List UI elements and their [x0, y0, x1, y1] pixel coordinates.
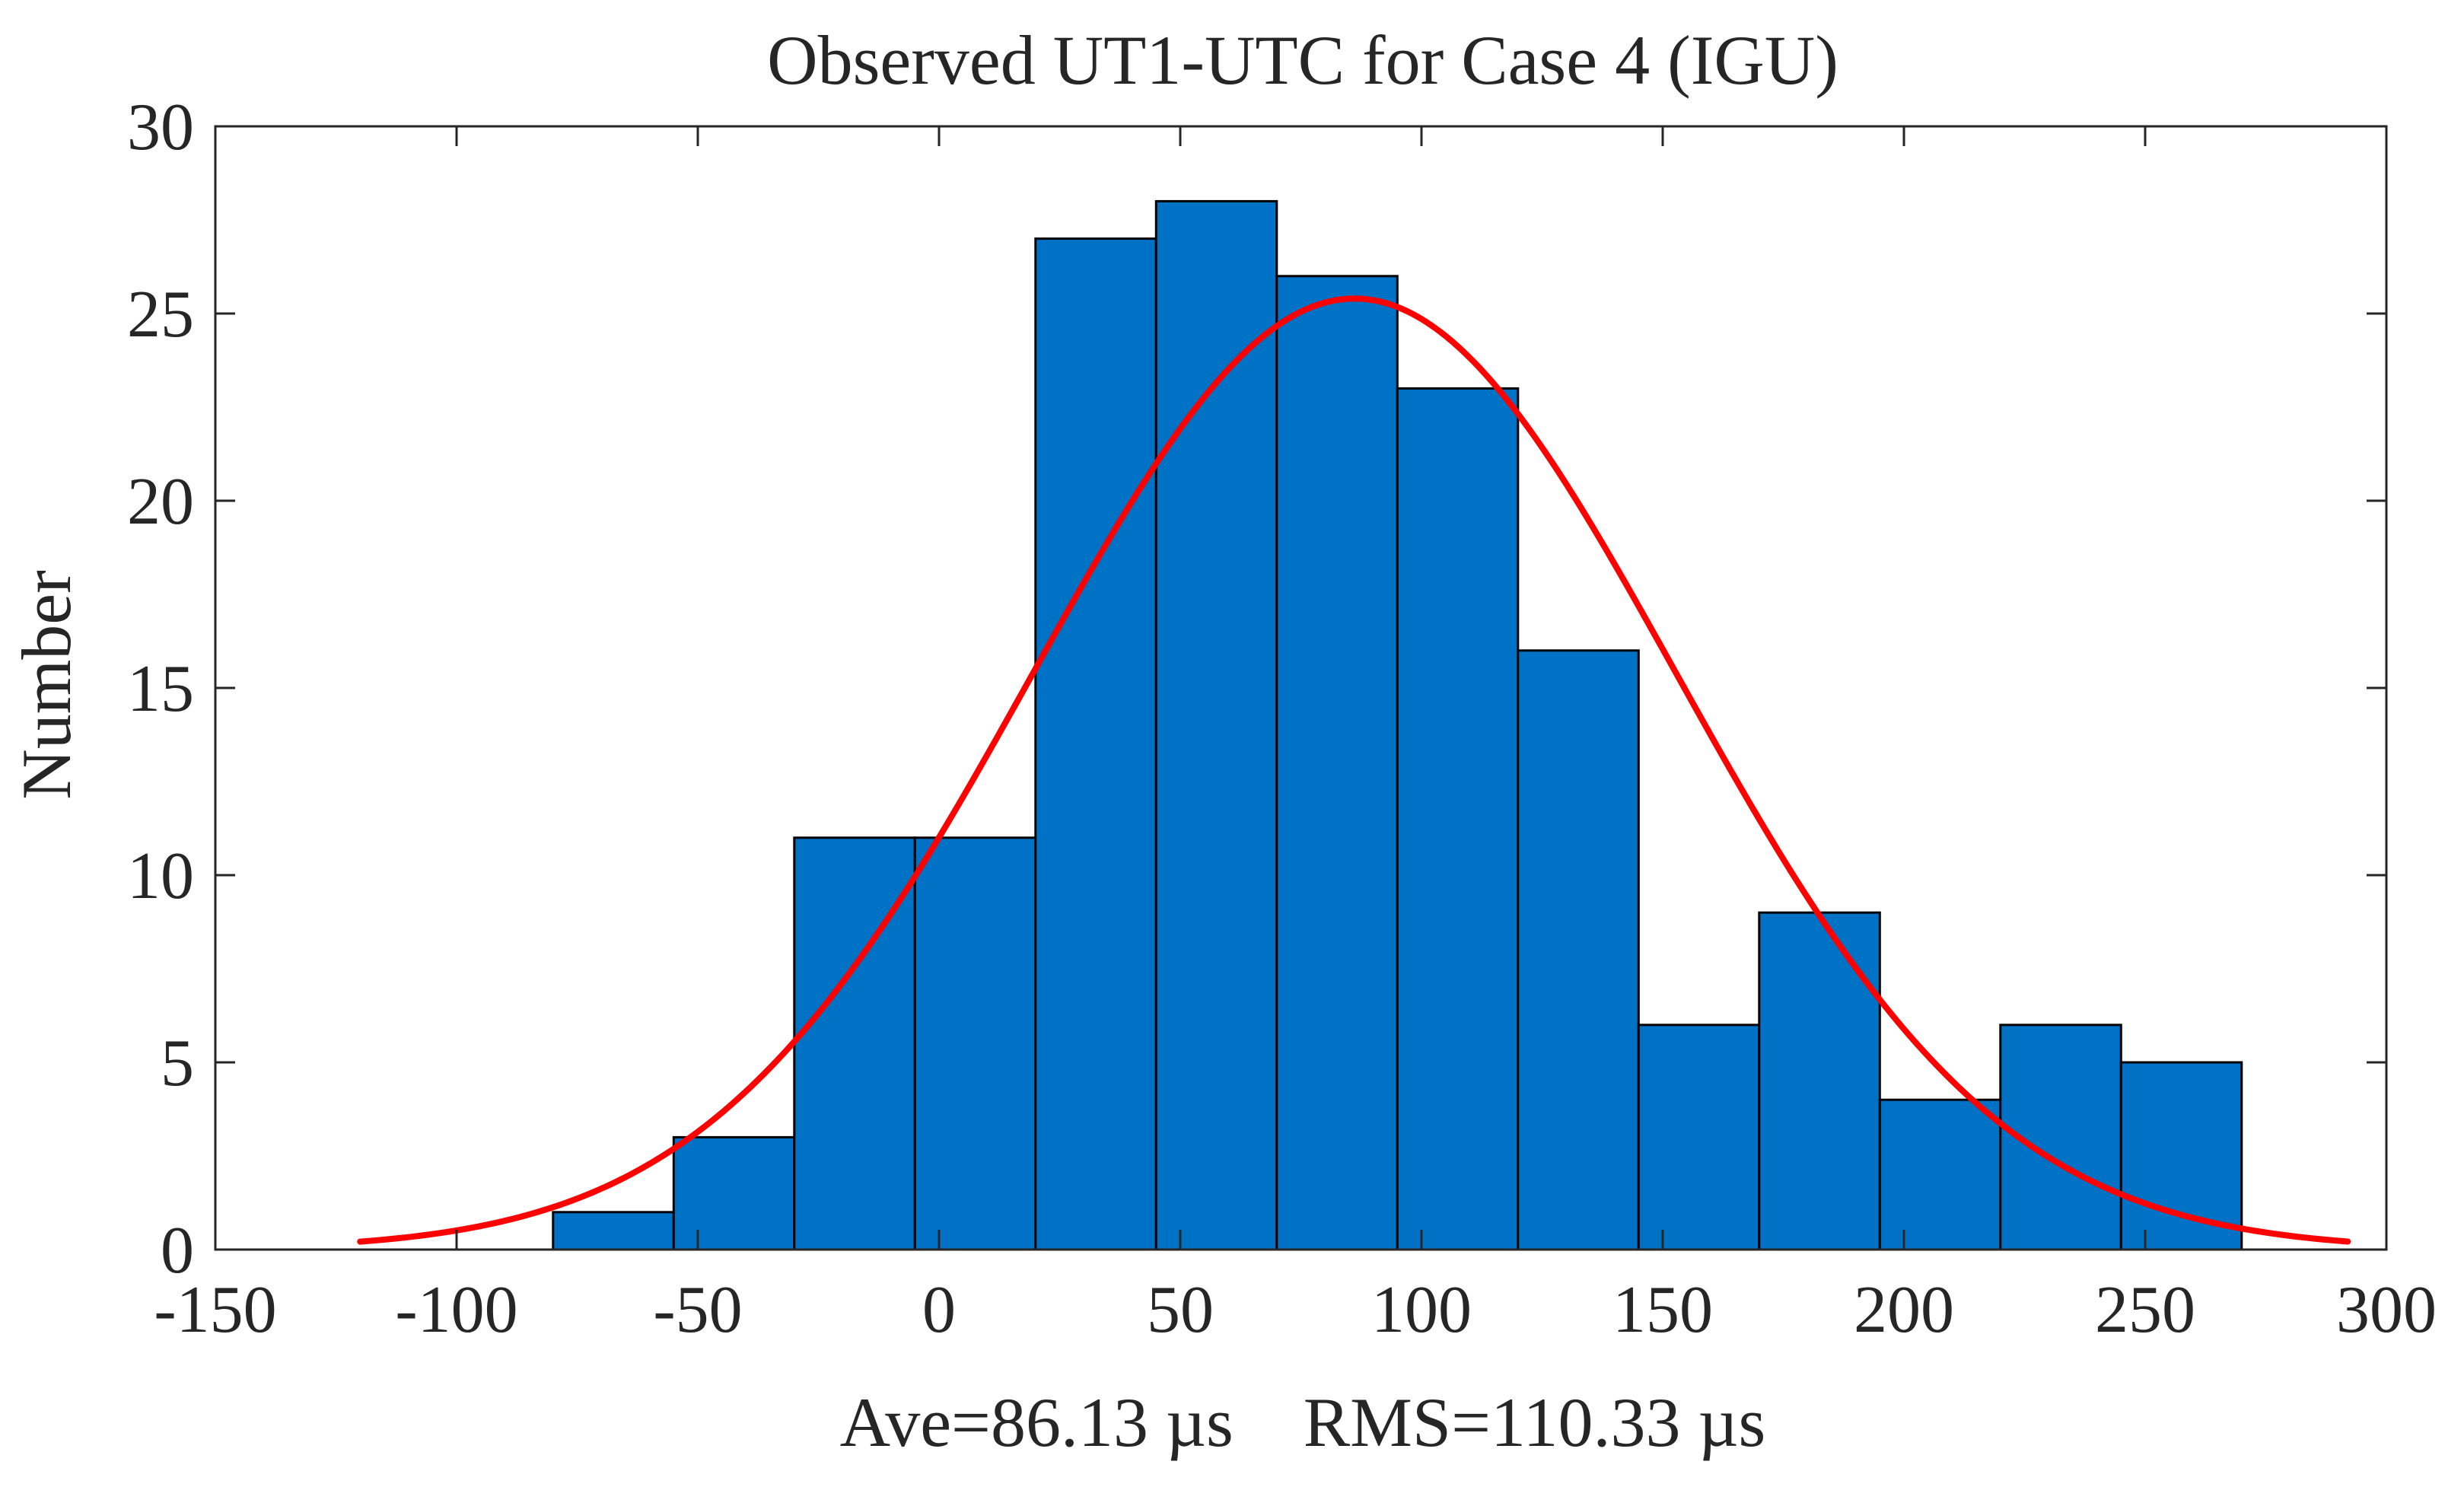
x-tick-labels: -150 -100 -50 0 50 100 150 200 250 300: [154, 1273, 2437, 1347]
histogram-bar: [1034, 237, 1157, 1251]
y-tick-label: 25: [127, 278, 194, 352]
x-tick-label: 100: [1371, 1273, 1472, 1347]
histogram-bar: [1154, 199, 1278, 1251]
histogram-bar: [1637, 1024, 1761, 1251]
x-tick-label: 300: [2336, 1273, 2437, 1347]
histogram-bar: [1396, 387, 1520, 1251]
y-tick-label: 0: [161, 1214, 194, 1288]
x-tick-label: 50: [1147, 1273, 1214, 1347]
y-tick-labels: 0 5 10 15 20 25 30: [127, 91, 194, 1288]
chart-title: Observed UT1-UTC for Case 4 (IGU): [767, 21, 1838, 99]
normal-fit-curve: [357, 295, 2351, 1245]
y-tick-label: 5: [161, 1027, 194, 1100]
y-tick-label: 30: [127, 91, 194, 164]
histogram-bar: [1517, 649, 1640, 1251]
x-axis-label: Ave=86.13 µs RMS=110.33 µs: [840, 1384, 1766, 1461]
y-tick-label: 10: [127, 839, 194, 913]
y-axis-label: Number: [8, 570, 85, 799]
x-tick-label: -100: [395, 1273, 517, 1347]
x-tick-label: -50: [653, 1273, 742, 1347]
y-tick-label: 15: [127, 652, 194, 726]
x-tick-label: -150: [154, 1273, 276, 1347]
x-tick-label: 250: [2095, 1273, 2195, 1347]
histogram-bar: [2119, 1061, 2243, 1251]
histogram-bar: [552, 1211, 675, 1251]
x-tick-label: 200: [1854, 1273, 1954, 1347]
histogram-bar: [913, 836, 1037, 1251]
histogram-bar: [1878, 1098, 2002, 1251]
x-tick-label: 150: [1612, 1273, 1713, 1347]
histogram-bar: [672, 1135, 796, 1251]
y-tick-label: 20: [127, 465, 194, 539]
x-tick-label: 0: [922, 1273, 956, 1347]
axis-ticks: [214, 125, 2388, 1251]
histogram-bar: [1758, 911, 1881, 1251]
histogram-bar: [1275, 275, 1399, 1251]
